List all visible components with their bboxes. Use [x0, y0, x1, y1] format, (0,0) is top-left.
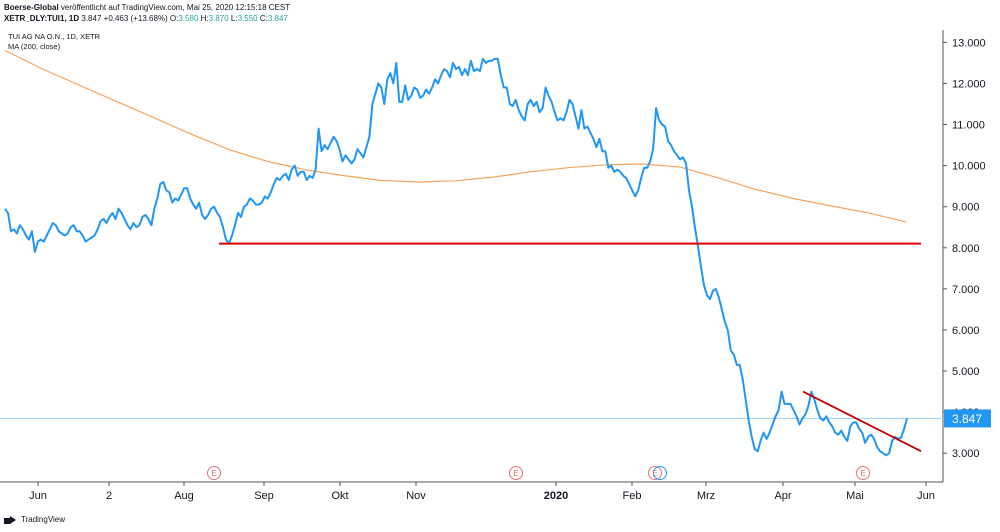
open-value: 3.580	[178, 14, 199, 23]
open-label: O:	[169, 14, 179, 23]
last-price-badge-layer: 3.847	[944, 409, 991, 428]
y-axis: 13.000 12.000 11.000 10.000 9.000 8.000 7.000 6…	[943, 37, 986, 460]
legend-instrument: TUI AG NA O.N., 1D, XETR	[8, 32, 101, 41]
low-label: L:	[230, 14, 238, 23]
earnings-marker: E	[509, 466, 523, 480]
x-tick-label: Sep	[254, 490, 274, 502]
x-tick-label: 2	[106, 490, 112, 502]
earnings-marker-circle	[648, 466, 662, 480]
low-value: 3.550	[237, 14, 258, 23]
dividend-marker-circle	[653, 466, 667, 480]
plot-frame	[0, 30, 944, 483]
downtrend-line	[802, 390, 922, 452]
ma-200-line	[4, 49, 907, 223]
price-line	[4, 57, 908, 457]
earnings-marker-circle	[856, 466, 870, 480]
ohlc-line: XETR_DLY:TUI1, 1D 3.847 +0.463 (+13.68%)…	[4, 13, 288, 24]
x-tick-label: Okt	[331, 490, 348, 502]
last-price-badge	[944, 409, 991, 428]
last-price-badge-label: 3.847	[952, 412, 982, 426]
earnings-marker-label: E	[860, 469, 865, 478]
chart-publish-header: Boerse-Global veröffentlicht auf Trading…	[4, 2, 290, 13]
annotation-layer	[219, 242, 922, 452]
x-tick-label: Mai	[846, 490, 864, 502]
y-tick-label: 10.000	[952, 161, 986, 173]
y-tick-label: 13.000	[952, 37, 986, 49]
chart-legend: TUI AG NA O.N., 1D, XETR MA (200, close)	[8, 32, 100, 52]
symbol-label: XETR_DLY:TUI1, 1D	[4, 14, 80, 23]
earnings-marker: E	[856, 466, 870, 480]
last-value: 3.847	[81, 14, 102, 23]
x-tick-label: Apr	[774, 490, 791, 502]
earnings-marker-circle	[207, 466, 221, 480]
x-tick-label: Jun	[29, 490, 47, 502]
earnings-marker: E	[648, 466, 667, 480]
x-tick-label: Feb	[623, 490, 642, 502]
close-value: 3.847	[267, 14, 288, 23]
high-value: 3.870	[208, 14, 229, 23]
y-tick-label: 3.000	[952, 448, 980, 460]
legend-indicator: MA (200, close)	[8, 42, 61, 51]
y-tick-label: 11.000	[952, 120, 985, 132]
x-tick-label: 2020	[544, 490, 568, 502]
earnings-marker: E	[207, 466, 221, 480]
footer-brand: TradingView	[21, 515, 66, 524]
x-tick-label: Mrz	[697, 490, 715, 502]
y-tick-label: 7.000	[952, 284, 980, 296]
series-layer	[0, 49, 943, 457]
x-tick-label: Jun	[917, 490, 935, 502]
y-tick-label: 12.000	[952, 78, 986, 90]
high-label: H:	[200, 14, 209, 23]
change-value: +0.463 (+13.68%)	[103, 14, 168, 23]
x-tick-label: Nov	[406, 490, 426, 502]
x-tick-label: Aug	[174, 490, 194, 502]
published-info: veröffentlicht auf TradingView.com, Mai …	[60, 3, 291, 12]
publisher-name: Boerse-Global	[4, 3, 59, 12]
earnings-marker-label: E	[652, 469, 657, 478]
tradingview-logo-icon	[4, 515, 18, 525]
y-tick-label: 6.000	[952, 325, 980, 337]
y-tick-label: 5.000	[952, 366, 980, 378]
earnings-marker-label: E	[211, 469, 216, 478]
x-axis: Jun 2 Aug Sep Okt Nov 2020 Feb Mrz Apr Mai Jun	[29, 482, 935, 502]
earnings-marker-circle	[509, 466, 523, 480]
footer: TradingView	[4, 514, 65, 526]
earnings-marker-label: E	[513, 469, 518, 478]
y-tick-label: 9.000	[952, 202, 980, 214]
y-tick-label: 8.000	[952, 243, 980, 255]
close-label: C:	[259, 14, 268, 23]
